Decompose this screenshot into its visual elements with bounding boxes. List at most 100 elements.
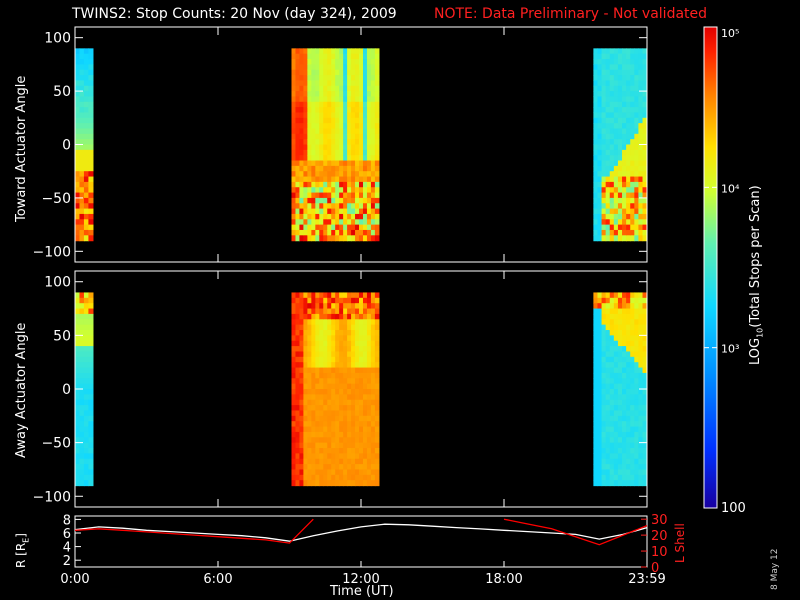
heatmap-cell xyxy=(609,458,615,465)
heatmap-cell xyxy=(303,480,308,487)
heatmap-cell xyxy=(355,197,360,204)
heatmap-cell xyxy=(370,85,376,92)
heatmap-cell xyxy=(331,117,336,124)
heatmap-cell xyxy=(335,426,340,433)
heatmap-cell xyxy=(601,187,607,194)
heatmap-cell xyxy=(366,139,372,146)
heatmap-cell xyxy=(605,69,611,76)
heatmap-cell xyxy=(355,229,360,236)
heatmap-cell xyxy=(307,69,312,76)
heatmap-cell xyxy=(601,474,607,481)
heatmap-cell xyxy=(323,139,328,146)
heatmap-cell xyxy=(630,219,635,226)
heatmap-cell xyxy=(299,181,304,188)
heatmap-cell xyxy=(605,203,611,210)
heatmap-cell xyxy=(622,59,627,65)
heatmap-cell xyxy=(366,219,372,226)
heatmap-cell xyxy=(299,160,304,167)
heatmap-cell xyxy=(642,91,648,98)
heatmap-cell xyxy=(327,133,332,140)
heatmap-cell xyxy=(362,208,368,215)
heatmap-cell xyxy=(617,453,623,460)
heatmap-cell xyxy=(609,378,615,385)
heatmap-cell xyxy=(374,149,380,156)
heatmap-cell xyxy=(291,165,297,172)
heatmap-cell xyxy=(626,389,631,395)
heatmap-cell xyxy=(79,235,85,242)
heatmap-cell xyxy=(613,197,619,204)
heatmap-cell xyxy=(88,442,94,449)
heatmap-cell xyxy=(299,213,304,220)
heatmap-cell xyxy=(593,80,599,87)
heatmap-cell xyxy=(83,437,90,444)
heatmap-cell xyxy=(374,139,380,146)
heatmap-cell xyxy=(83,335,90,342)
heatmap-cell xyxy=(315,219,320,226)
heatmap-cell xyxy=(291,139,297,146)
heatmap-cell xyxy=(617,107,623,114)
heatmap-cell xyxy=(362,399,368,406)
heatmap-cell xyxy=(339,48,344,55)
heatmap-cell xyxy=(634,415,640,422)
heatmap-cell xyxy=(359,405,364,412)
heatmap-cell xyxy=(88,319,94,326)
heatmap-cell xyxy=(351,330,356,336)
heatmap-cell xyxy=(331,96,336,103)
heatmap-cell xyxy=(347,192,352,199)
heatmap-cell xyxy=(355,330,360,336)
heatmap-cell xyxy=(362,367,368,374)
heatmap-cell xyxy=(370,101,376,108)
heatmap-cell xyxy=(299,91,304,98)
heatmap-cell xyxy=(299,378,304,385)
heatmap-cell xyxy=(617,442,623,449)
heatmap-cell xyxy=(295,117,301,124)
heatmap-cell xyxy=(638,91,644,98)
heatmap-cell xyxy=(331,69,336,76)
heatmap-cell xyxy=(307,431,312,438)
heatmap-cell xyxy=(374,474,380,481)
heatmap-cell xyxy=(355,453,360,460)
heatmap-cell xyxy=(347,308,352,315)
heatmap-cell xyxy=(355,340,360,347)
heatmap-cell xyxy=(617,117,623,124)
heatmap-cell xyxy=(315,458,320,465)
heatmap-cell xyxy=(323,91,328,98)
heatmap-cell xyxy=(88,91,94,98)
heatmap-cell xyxy=(339,91,344,98)
heatmap-cell xyxy=(339,346,344,353)
heatmap-cell xyxy=(299,117,304,124)
heatmap-cell xyxy=(83,474,90,481)
heatmap-cell xyxy=(75,192,81,199)
heatmap-cell xyxy=(307,458,312,465)
heatmap-cell xyxy=(617,235,623,242)
heatmap-cell xyxy=(609,480,615,487)
heatmap-cell xyxy=(355,367,360,374)
heatmap-cell xyxy=(339,117,344,124)
x-tick-label: 18:00 xyxy=(485,572,522,587)
heatmap-cell xyxy=(638,426,644,433)
heatmap-cell xyxy=(601,399,607,406)
heatmap-cell xyxy=(88,437,94,444)
heatmap-cell xyxy=(83,219,90,226)
heatmap-cell xyxy=(366,324,372,331)
heatmap-cell xyxy=(634,431,640,438)
heatmap-cell xyxy=(370,197,376,204)
heatmap-cell xyxy=(311,139,316,146)
heatmap-cell xyxy=(355,292,360,299)
heatmap-cell xyxy=(315,389,320,395)
heatmap-cell xyxy=(327,410,332,417)
heatmap-cell xyxy=(75,139,81,146)
heatmap-cell xyxy=(597,458,603,465)
heatmap-cell xyxy=(355,91,360,98)
heatmap-cell xyxy=(605,139,611,146)
heatmap-cell xyxy=(370,123,376,130)
heatmap-cell xyxy=(79,421,85,428)
heatmap-cell xyxy=(79,197,85,204)
heatmap-cell xyxy=(613,394,619,401)
heatmap-cell xyxy=(638,399,644,406)
heatmap-cell xyxy=(347,75,352,82)
heatmap-cell xyxy=(331,378,336,385)
heatmap-cell xyxy=(642,464,648,471)
heatmap-cell xyxy=(295,394,301,401)
heatmap-cell xyxy=(331,415,336,422)
